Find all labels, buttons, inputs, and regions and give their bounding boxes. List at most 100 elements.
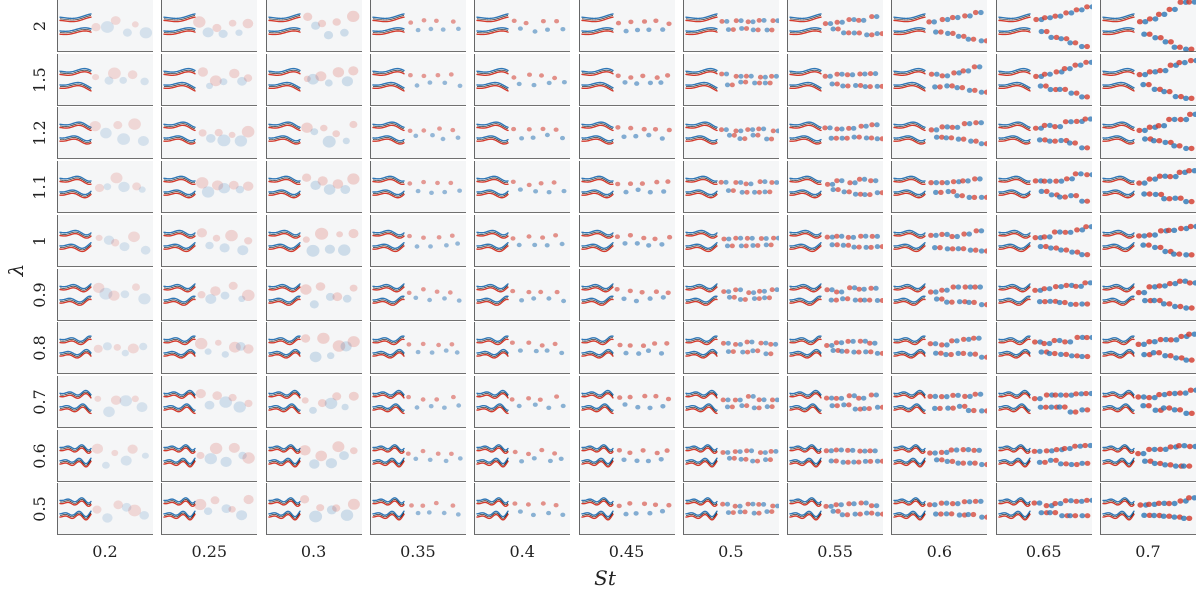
wake-panel [161,107,258,160]
wake-panel [1100,53,1196,106]
wake-panel [682,161,779,214]
wake-panel [161,322,258,375]
wake-panel [682,483,779,536]
wake-panel [578,375,675,428]
wake-panel [578,107,675,160]
wake-panel [1100,161,1196,214]
wake-panel [995,0,1092,52]
wake-panel [682,268,779,321]
wake-panel [1100,483,1196,536]
wake-panel [787,53,884,106]
wake-panel [682,0,779,52]
wake-panel [369,161,466,214]
wake-panel [265,483,362,536]
lambda-tick-label: 2 [30,20,49,32]
wake-panel [787,161,884,214]
st-tick-label: 0.5 [718,542,744,561]
wake-panel [161,214,258,267]
wake-panel [1100,375,1196,428]
wake-panel [57,268,153,321]
wake-panel [265,107,362,160]
wake-panel [161,429,258,482]
wake-panel [265,322,362,375]
wake-panel [474,214,571,267]
wake-panel [891,322,988,375]
wake-panel [369,268,466,321]
wake-panel [578,429,675,482]
wake-panel [369,429,466,482]
wake-panel [57,322,153,375]
wake-panel [787,107,884,160]
wake-panel [578,322,675,375]
wake-panel [995,53,1092,106]
wake-panel [369,214,466,267]
wake-panel [1100,429,1196,482]
wake-panel [265,214,362,267]
wake-panel [265,53,362,106]
wake-panel [161,375,258,428]
wake-panel [995,107,1092,160]
wake-panel [682,53,779,106]
wake-panel [57,161,153,214]
wake-panel [474,322,571,375]
wake-panel [891,53,988,106]
wake-panel [891,0,988,52]
wake-panel [682,429,779,482]
wake-panel [369,53,466,106]
wake-panel [369,0,466,52]
wake-panel [265,161,362,214]
wake-panel [578,483,675,536]
st-tick-label: 0.2 [92,542,118,561]
lambda-tick-label: 0.5 [30,496,49,523]
wake-panel [57,53,153,106]
wake-panel [787,268,884,321]
lambda-tick-label: 0.9 [30,281,49,308]
wake-panel [787,0,884,52]
wake-panel [682,107,779,160]
st-tick-label: 0.6 [926,542,953,561]
wake-panel [578,0,675,52]
st-tick-label: 0.65 [1025,542,1062,561]
y-axis-label: λ [4,263,28,277]
wake-panel [891,161,988,214]
wake-panel [995,268,1092,321]
st-tick-label: 0.3 [300,542,327,561]
wake-panel [995,483,1092,536]
wake-panel [995,161,1092,214]
st-tick-label: 0.7 [1135,542,1161,561]
wake-panel [787,483,884,536]
wake-panel [474,483,571,536]
wake-panel [1100,268,1196,321]
lambda-tick-label: 0.7 [30,389,49,415]
wake-panel [57,429,153,482]
wake-panel [57,375,153,428]
wake-panel [474,161,571,214]
lambda-tick-label: 1.1 [30,174,49,200]
wake-panel [161,0,258,52]
st-tick-label: 0.55 [817,542,853,561]
wake-panel [474,53,571,106]
wake-panel [891,483,988,536]
wake-panel [891,214,988,267]
wake-panel [369,375,466,428]
wake-panel [995,375,1092,428]
wake-panel [161,483,258,536]
wake-panel [265,375,362,428]
wake-panel [1100,0,1196,52]
wake-panel [265,429,362,482]
wake-panel [787,322,884,375]
wake-panel [369,322,466,375]
wake-panel [369,107,466,160]
x-axis-label: St [594,566,616,590]
wake-panel [682,214,779,267]
wake-panel [1100,107,1196,160]
wake-panel [57,483,153,536]
wake-panel [682,375,779,428]
wake-panel [995,322,1092,375]
wake-panel [578,161,675,214]
st-tick-label: 0.35 [400,542,436,561]
wake-panel [265,268,362,321]
wake-panel [474,429,571,482]
wake-panel [57,0,153,52]
